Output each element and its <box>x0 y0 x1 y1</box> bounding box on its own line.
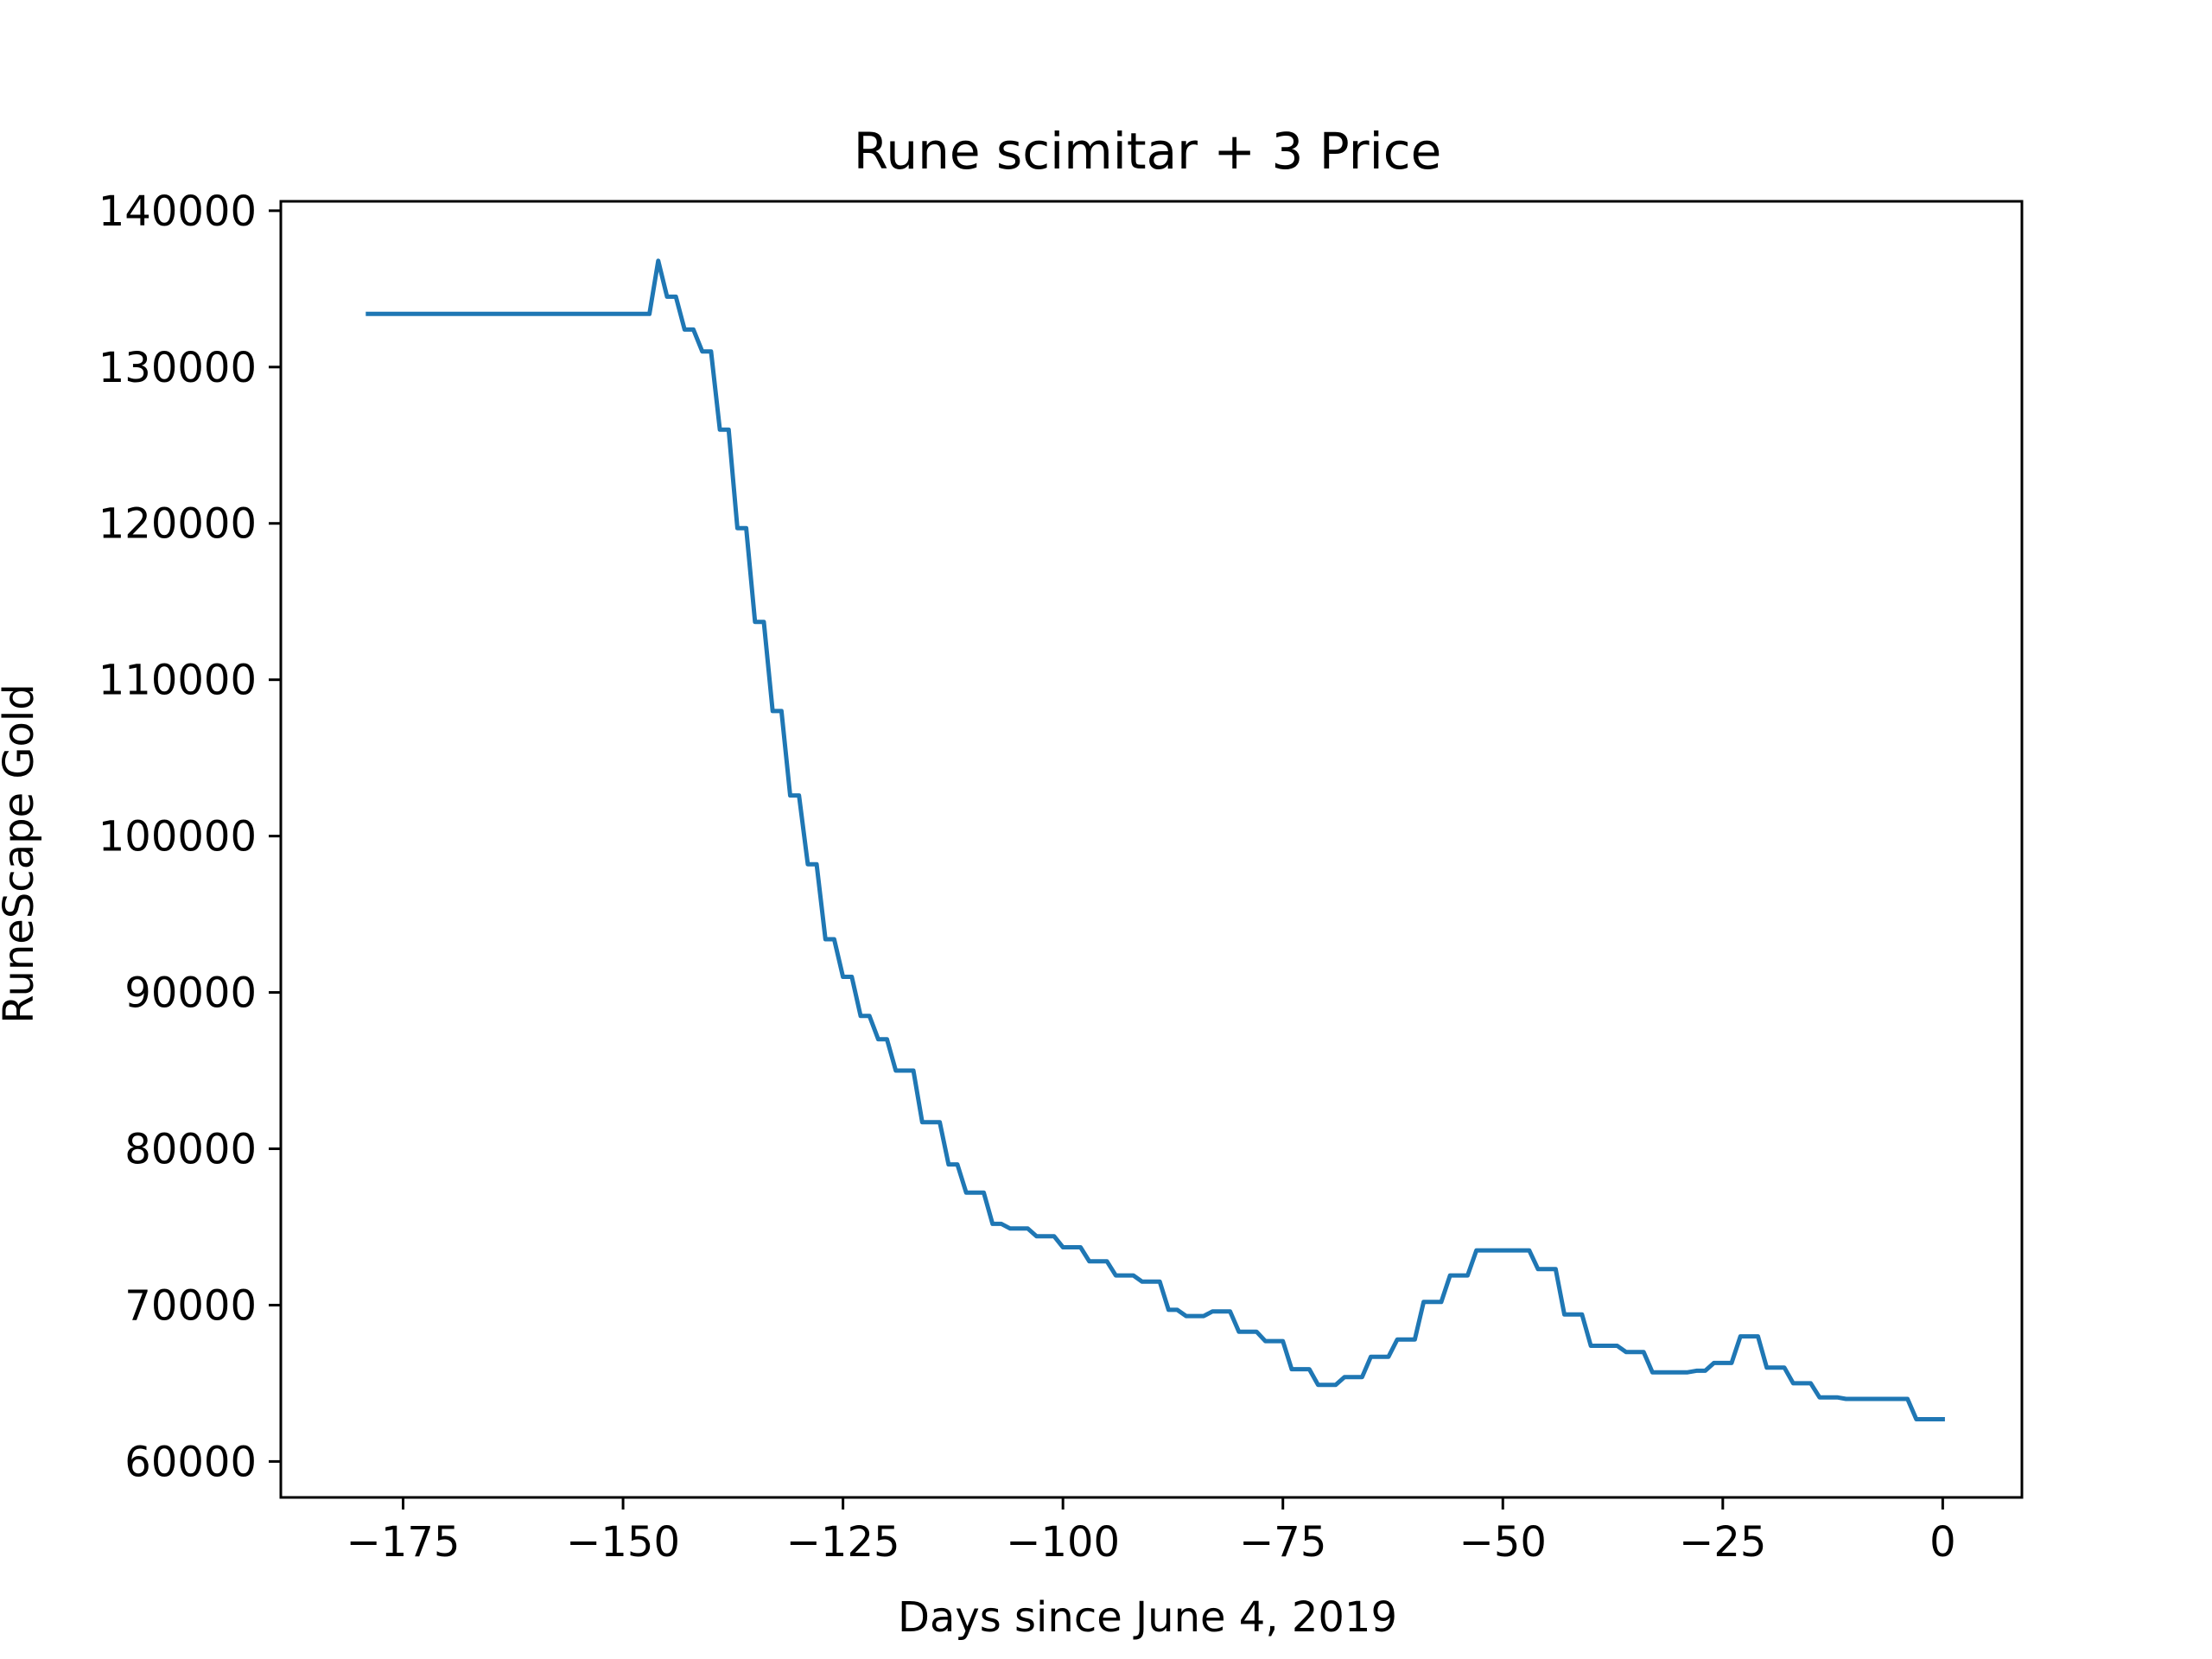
x-tick-label: 0 <box>1929 1518 1956 1567</box>
x-axis-title: Days since June 4, 2019 <box>898 1593 1397 1642</box>
y-axis-title: RuneScape Gold <box>0 683 43 1023</box>
y-tick-label: 70000 <box>124 1281 257 1330</box>
y-tick-label: 140000 <box>99 188 257 236</box>
chart-title: Rune scimitar + 3 Price <box>854 122 1442 181</box>
x-tick-label: −75 <box>1239 1518 1326 1567</box>
y-tick-label: 130000 <box>99 344 257 392</box>
series-layer <box>365 258 1945 1421</box>
x-tick-label: −50 <box>1459 1518 1547 1567</box>
y-tick-label: 90000 <box>124 969 257 1018</box>
y-axis: 60000 70000 80000 90000 100000 110000 120000 13… <box>99 188 281 1486</box>
plot-frame <box>279 200 2024 1499</box>
y-tick-label: 80000 <box>124 1126 257 1174</box>
x-tick-label: −100 <box>1006 1518 1120 1567</box>
x-tick-label: −125 <box>786 1518 900 1567</box>
x-tick-label: −25 <box>1679 1518 1766 1567</box>
x-tick-label: −175 <box>346 1518 461 1567</box>
y-tick-label: 100000 <box>99 813 257 861</box>
y-tick-label: 110000 <box>99 657 257 705</box>
x-axis: −175 −150 −125 −100 −75 −50 −25 0 <box>346 1497 1956 1567</box>
x-tick-label: −150 <box>566 1518 680 1567</box>
y-tick-label: 120000 <box>99 500 257 549</box>
y-tick-label: 60000 <box>124 1438 257 1486</box>
series-line <box>365 258 1945 1421</box>
